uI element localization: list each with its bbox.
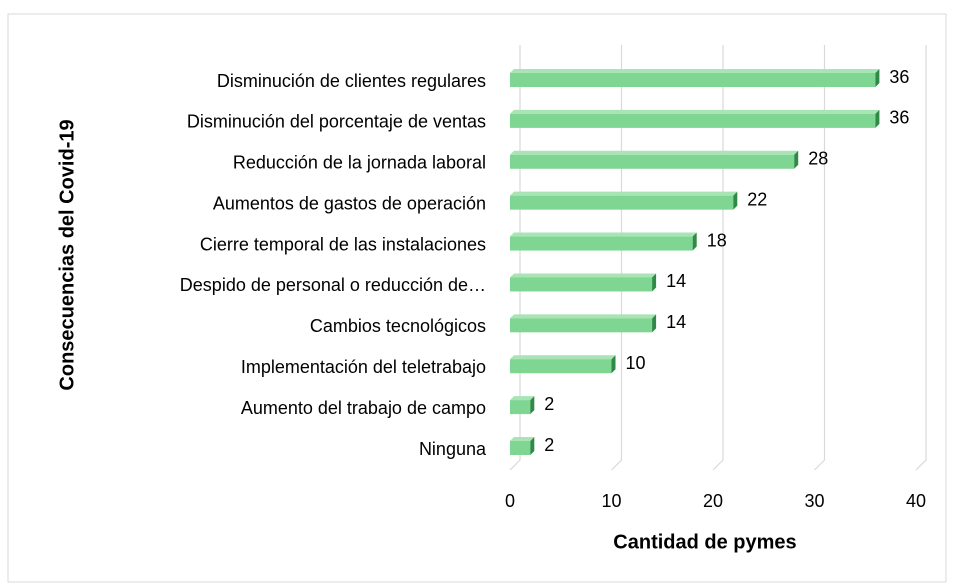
- bar-face: [510, 154, 795, 169]
- bar-face: [510, 195, 734, 210]
- bar: [510, 150, 799, 169]
- bar-face: [510, 400, 531, 415]
- bar: [510, 273, 657, 292]
- y-tick-label: Ninguna: [419, 439, 487, 459]
- bar-face: [510, 150, 799, 155]
- value-label: 18: [707, 230, 727, 250]
- y-tick-label: Reducción de la jornada laboral: [233, 153, 486, 173]
- chart-frame: [7, 13, 947, 583]
- bar: [510, 232, 697, 251]
- bar: [510, 109, 880, 128]
- bar: [510, 69, 880, 87]
- x-tick-label: 10: [601, 491, 621, 511]
- bar: [510, 437, 535, 455]
- bar-face: [510, 314, 657, 319]
- bar-face: [510, 441, 531, 455]
- grid-line: [915, 45, 927, 471]
- y-axis-title: Consecuencias del Covid-19: [56, 119, 78, 390]
- value-label: 36: [889, 108, 909, 128]
- bar-face: [510, 232, 697, 237]
- y-tick-label: Despido de personal o reducción de…: [180, 275, 486, 295]
- x-tick-label: 0: [505, 491, 515, 511]
- bar-face: [510, 273, 657, 278]
- y-tick-label: Cambios tecnológicos: [310, 316, 486, 336]
- y-tick-label: Aumentos de gastos de operación: [213, 193, 486, 213]
- bar-face: [875, 69, 880, 87]
- grid-line: [814, 45, 826, 471]
- bar-face: [530, 396, 535, 415]
- bar-face: [510, 396, 535, 401]
- bar-face: [510, 69, 880, 73]
- y-tick-label: Implementación del teletrabajo: [241, 357, 486, 377]
- y-tick-label: Disminución del porcentaje de ventas: [187, 112, 486, 132]
- bar-face: [510, 191, 738, 196]
- x-tick-label: 40: [906, 491, 926, 511]
- y-tick-label: Disminución de clientes regulares: [217, 71, 486, 91]
- bar-face: [510, 277, 653, 292]
- y-tick-label: Aumento del trabajo de campo: [241, 398, 486, 418]
- bar-face: [692, 232, 697, 251]
- bar-face: [794, 150, 799, 169]
- value-label: 14: [666, 312, 686, 332]
- value-label: 22: [747, 189, 767, 209]
- bar: [510, 314, 657, 333]
- value-label: 36: [889, 67, 909, 87]
- grid-line: [509, 45, 521, 471]
- bar-face: [510, 359, 612, 374]
- bar-face: [510, 113, 876, 128]
- y-tick-label: Cierre temporal de las instalaciones: [200, 234, 486, 254]
- bar-face: [733, 191, 738, 210]
- grid-line: [712, 45, 724, 471]
- bar-face: [510, 318, 653, 333]
- grid-line: [611, 45, 623, 471]
- value-label: 10: [626, 353, 646, 373]
- bar: [510, 355, 616, 374]
- bar-face: [611, 355, 616, 374]
- value-label: 2: [544, 394, 554, 414]
- bar-face: [510, 236, 693, 251]
- bar: [510, 191, 738, 210]
- bar-face: [652, 273, 657, 292]
- x-axis-title: Cantidad de pymes: [613, 531, 796, 553]
- value-label: 28: [808, 149, 828, 169]
- bar-face: [652, 314, 657, 333]
- bar-face: [875, 109, 880, 128]
- bar-face: [510, 109, 880, 114]
- x-tick-label: 20: [703, 491, 723, 511]
- value-label: 14: [666, 271, 686, 291]
- bar: [510, 396, 535, 415]
- bar-face: [530, 437, 535, 455]
- bar-face: [510, 355, 616, 360]
- bar-face: [510, 73, 876, 87]
- value-label: 2: [544, 435, 554, 455]
- x-tick-label: 30: [804, 491, 824, 511]
- bar-face: [510, 437, 535, 441]
